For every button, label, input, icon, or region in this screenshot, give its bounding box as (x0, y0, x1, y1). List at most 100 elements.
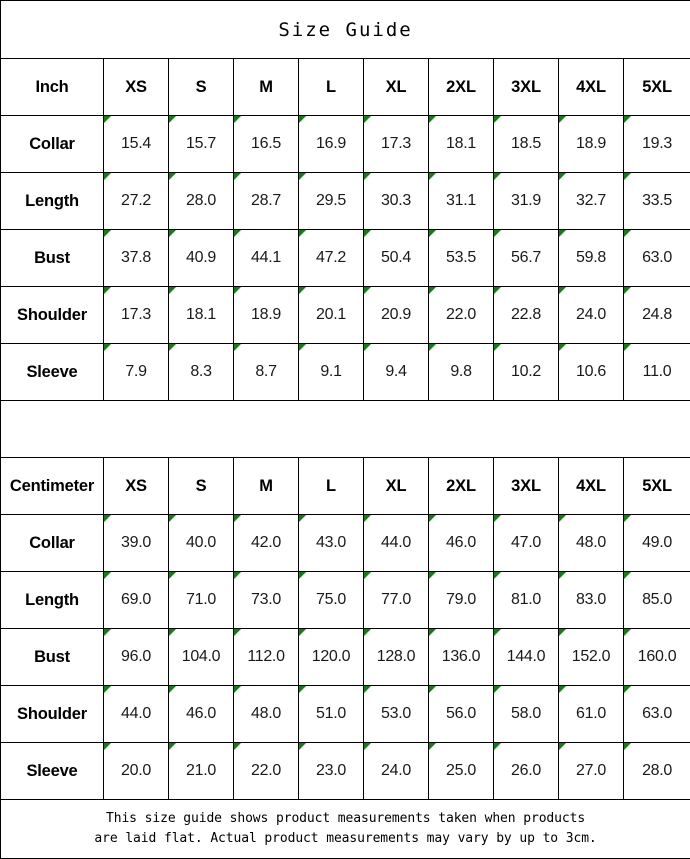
measurement-cell-shoulder-3xl: 58.0 (494, 686, 559, 743)
text-number-marker-icon (429, 686, 436, 693)
text-number-marker-icon (299, 230, 306, 237)
row-label-sleeve: Sleeve (1, 743, 104, 800)
measurement-value: 17.3 (121, 306, 151, 323)
text-number-marker-icon (494, 515, 501, 522)
text-number-marker-icon (299, 572, 306, 579)
measurement-value: 20.1 (316, 306, 346, 323)
measurement-cell-shoulder-2xl: 22.0 (429, 287, 494, 344)
measurement-cell-length-s: 28.0 (169, 173, 234, 230)
measurement-value: 56.7 (511, 249, 541, 266)
measurement-value: 15.7 (186, 135, 216, 152)
measurement-cell-shoulder-s: 18.1 (169, 287, 234, 344)
measurement-cell-bust-xl: 128.0 (364, 629, 429, 686)
size-header-2xl: 2XL (429, 59, 494, 116)
measurement-cell-length-m: 73.0 (234, 572, 299, 629)
measurement-value: 44.1 (251, 249, 281, 266)
measurement-cell-bust-xs: 37.8 (104, 230, 169, 287)
measurement-value: 9.1 (320, 363, 341, 380)
measurement-cell-sleeve-s: 21.0 (169, 743, 234, 800)
text-number-marker-icon (429, 344, 436, 351)
measurement-cell-sleeve-m: 8.7 (234, 344, 299, 401)
measurement-value: 85.0 (642, 591, 672, 608)
measurement-cell-shoulder-4xl: 24.0 (559, 287, 624, 344)
measurement-value: 16.9 (316, 135, 346, 152)
text-number-marker-icon (234, 173, 241, 180)
measurement-value: 39.0 (121, 534, 151, 551)
measurement-value: 18.9 (576, 135, 606, 152)
text-number-marker-icon (104, 572, 111, 579)
text-number-marker-icon (494, 230, 501, 237)
measurement-cell-sleeve-4xl: 27.0 (559, 743, 624, 800)
text-number-marker-icon (364, 515, 371, 522)
row-label-collar: Collar (1, 116, 104, 173)
measurement-value: 19.3 (642, 135, 672, 152)
table-spacer (1, 401, 690, 458)
text-number-marker-icon (234, 515, 241, 522)
text-number-marker-icon (559, 743, 566, 750)
measurement-cell-bust-s: 104.0 (169, 629, 234, 686)
measurement-cell-length-4xl: 32.7 (559, 173, 624, 230)
text-number-marker-icon (234, 116, 241, 123)
measurement-value: 30.3 (381, 192, 411, 209)
text-number-marker-icon (364, 230, 371, 237)
text-number-marker-icon (169, 629, 176, 636)
measurement-cell-bust-l: 47.2 (299, 230, 364, 287)
measurement-cell-sleeve-s: 8.3 (169, 344, 234, 401)
size-header-l: L (299, 59, 364, 116)
measurement-cell-bust-5xl: 160.0 (624, 629, 690, 686)
measurement-value: 8.3 (190, 363, 211, 380)
measurement-cell-length-2xl: 31.1 (429, 173, 494, 230)
measurement-cell-sleeve-l: 9.1 (299, 344, 364, 401)
size-header-s: S (169, 458, 234, 515)
measurement-value: 27.2 (121, 192, 151, 209)
measurement-cell-collar-m: 42.0 (234, 515, 299, 572)
measurement-value: 25.0 (446, 762, 476, 779)
text-number-marker-icon (364, 686, 371, 693)
measurement-value: 15.4 (121, 135, 151, 152)
measurement-value: 22.8 (511, 306, 541, 323)
measurement-cell-sleeve-xl: 24.0 (364, 743, 429, 800)
text-number-marker-icon (624, 116, 631, 123)
measurement-cell-collar-xs: 39.0 (104, 515, 169, 572)
size-header-3xl: 3XL (494, 59, 559, 116)
measurement-value: 69.0 (121, 591, 151, 608)
text-number-marker-icon (364, 173, 371, 180)
text-number-marker-icon (364, 344, 371, 351)
footnote-line-1: This size guide shows product measuremen… (1, 809, 690, 829)
text-number-marker-icon (299, 344, 306, 351)
measurement-cell-bust-2xl: 53.5 (429, 230, 494, 287)
text-number-marker-icon (494, 173, 501, 180)
measurement-cell-bust-s: 40.9 (169, 230, 234, 287)
measurement-cell-length-l: 29.5 (299, 173, 364, 230)
text-number-marker-icon (559, 515, 566, 522)
measurement-cell-sleeve-3xl: 26.0 (494, 743, 559, 800)
size-header-xl: XL (364, 458, 429, 515)
measurement-value: 31.1 (446, 192, 476, 209)
measurement-value: 46.0 (446, 534, 476, 551)
measurement-cell-shoulder-2xl: 56.0 (429, 686, 494, 743)
measurement-value: 47.2 (316, 249, 346, 266)
measurement-value: 104.0 (182, 648, 221, 665)
measurement-value: 75.0 (316, 591, 346, 608)
measurement-cell-length-2xl: 79.0 (429, 572, 494, 629)
text-number-marker-icon (364, 116, 371, 123)
measurement-cell-length-xl: 30.3 (364, 173, 429, 230)
measurement-cell-length-5xl: 33.5 (624, 173, 690, 230)
text-number-marker-icon (494, 629, 501, 636)
measurement-value: 51.0 (316, 705, 346, 722)
measurement-value: 28.0 (186, 192, 216, 209)
measurement-value: 44.0 (381, 534, 411, 551)
measurement-cell-shoulder-xs: 44.0 (104, 686, 169, 743)
text-number-marker-icon (624, 230, 631, 237)
row-label-collar: Collar (1, 515, 104, 572)
measurement-value: 53.5 (446, 249, 476, 266)
measurement-value: 22.0 (251, 762, 281, 779)
text-number-marker-icon (429, 230, 436, 237)
text-number-marker-icon (624, 629, 631, 636)
